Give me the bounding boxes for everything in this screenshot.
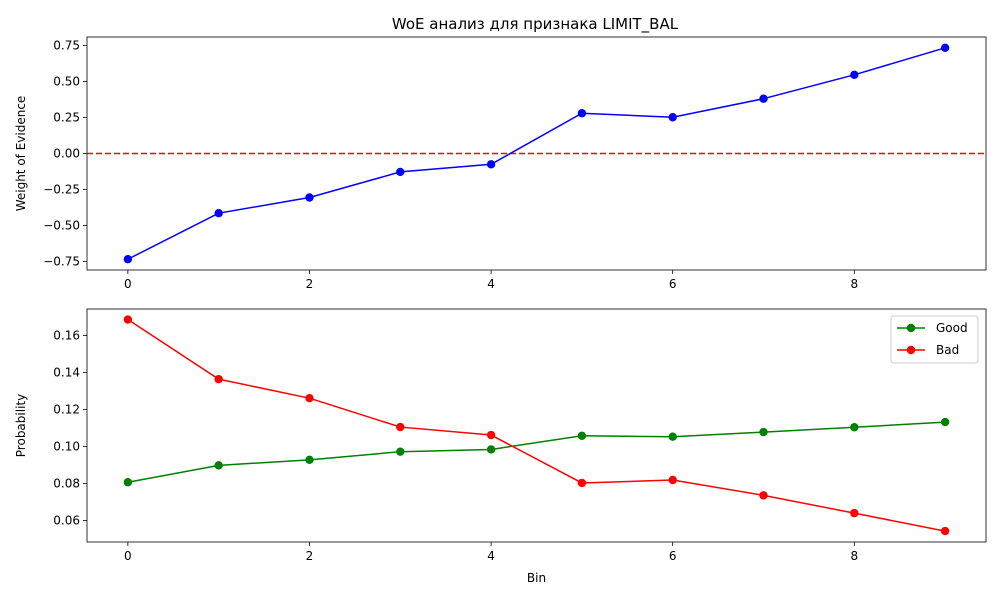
y-tick-label: −0.50 [43, 218, 80, 232]
data-point [214, 374, 223, 384]
data-point [850, 508, 859, 518]
data-point [123, 315, 133, 324]
data-point [850, 423, 859, 432]
y-tick-label: 0.08 [53, 477, 80, 491]
data-point [759, 491, 768, 500]
data-point [305, 193, 314, 202]
data-point [668, 113, 677, 122]
y-tick-label: 0.14 [53, 365, 80, 379]
data-point [305, 455, 314, 465]
x-tick-label: 8 [851, 549, 859, 563]
series-line [127, 318, 946, 532]
x-tick-label: 0 [124, 277, 132, 291]
y-tick-label: 0.06 [53, 514, 80, 528]
y-tick-label: 0.10 [53, 440, 80, 454]
data-point [850, 70, 859, 80]
data-point [396, 167, 405, 177]
y-axis-label: Weight of Evidence [14, 96, 28, 212]
data-point [940, 526, 950, 536]
x-tick-label: 8 [851, 277, 859, 291]
y-tick-label: −0.75 [43, 254, 80, 268]
data-point [668, 432, 677, 441]
x-tick-label: 2 [306, 549, 314, 563]
data-point [577, 431, 587, 440]
y-tick-label: 0.12 [53, 402, 80, 416]
x-tick-label: 6 [669, 277, 677, 291]
data-point [940, 417, 950, 427]
axes-frame [86, 36, 987, 271]
legend-label: Good [936, 321, 968, 335]
data-point [396, 422, 405, 432]
legend-marker [906, 323, 916, 333]
data-point [940, 43, 950, 52]
data-point [123, 478, 133, 487]
data-point [214, 461, 223, 470]
y-tick-label: 0.16 [53, 328, 80, 342]
series-line [127, 47, 946, 260]
data-point [305, 394, 314, 403]
x-tick-label: 4 [487, 549, 495, 563]
series-line [127, 421, 946, 483]
woe-panel: WoE анализ для признака LIMIT_BAL 0 2 4 6 8 −… [14, 15, 987, 291]
data-point [486, 430, 496, 440]
data-point [759, 427, 768, 437]
legend: Good Bad [890, 315, 979, 364]
x-tick-label: 0 [124, 549, 132, 563]
y-tick-label: 0.00 [53, 147, 80, 161]
data-point [668, 475, 677, 485]
data-point [759, 94, 768, 103]
data-point [123, 255, 133, 264]
y-tick-label: −0.25 [43, 182, 80, 196]
x-tick-label: 4 [487, 277, 495, 291]
data-point [577, 109, 587, 118]
legend-marker [906, 345, 916, 355]
data-point [577, 478, 587, 488]
legend-label: Bad [936, 343, 959, 357]
y-tick-label: 0.50 [53, 75, 80, 89]
x-tick-label: 6 [669, 549, 677, 563]
axes-frame [86, 308, 987, 543]
x-tick-label: 2 [306, 277, 314, 291]
y-tick-label: 0.25 [53, 111, 80, 125]
data-point [486, 160, 496, 169]
data-point [214, 208, 223, 218]
y-axis-label: Probability [14, 394, 28, 457]
x-axis-label: Bin [527, 571, 546, 585]
probability-panel: 0 2 4 6 8 0.06 0.08 0.10 0.12 0.14 0.16 Probability… [14, 308, 987, 585]
y-tick-label: 0.75 [53, 39, 80, 53]
data-point [396, 447, 405, 456]
data-point [486, 445, 496, 454]
chart-title: WoE анализ для признака LIMIT_BAL [392, 15, 679, 34]
